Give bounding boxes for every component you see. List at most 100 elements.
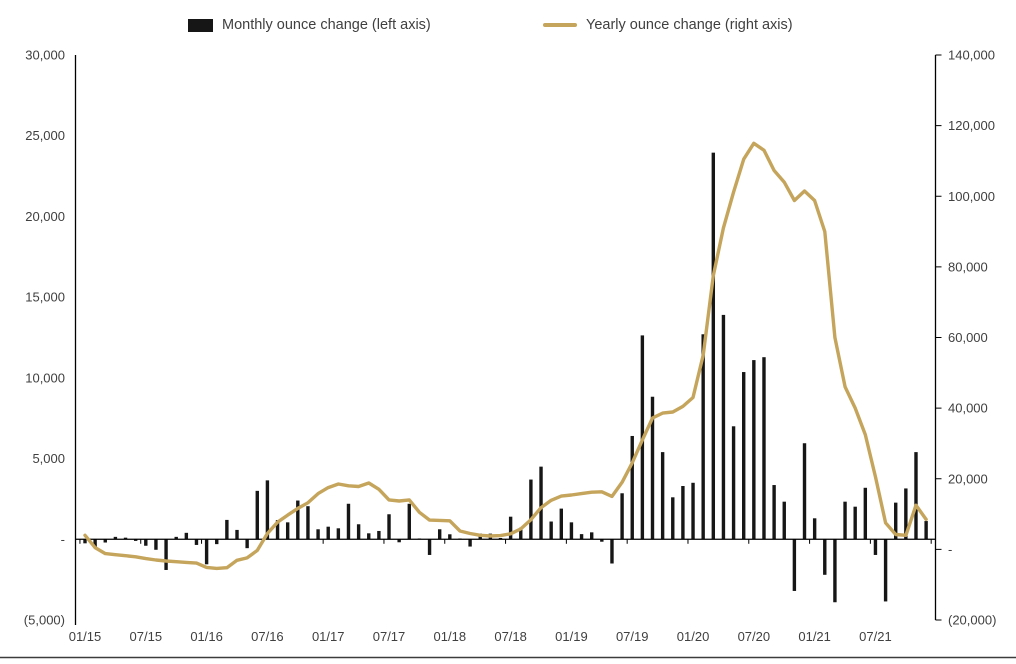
monthly-bar (387, 514, 391, 540)
x-axis-tick-label: 07/20 (738, 629, 771, 644)
monthly-bar (883, 539, 888, 602)
monthly-bar-swatch-icon (188, 18, 213, 32)
left-axis-tick-label: 5,000 (32, 451, 65, 466)
monthly-bar (326, 526, 330, 540)
monthly-bar (103, 539, 107, 543)
monthly-bar (133, 539, 138, 541)
right-axis-tick-label: 100,000 (948, 189, 995, 204)
legend-yearly-label: Yearly ounce change (right axis) (586, 17, 793, 33)
monthly-bar (83, 539, 87, 544)
monthly-bar (245, 539, 249, 549)
monthly-bar (336, 528, 341, 540)
right-axis-tick-label: (20,000) (948, 613, 996, 628)
x-axis-tick-label: 07/21 (859, 629, 892, 644)
monthly-bar (549, 521, 553, 540)
monthly-bar (255, 490, 259, 540)
monthly-bar (681, 486, 685, 540)
monthly-bar (123, 537, 128, 540)
right-axis-tick-label: 80,000 (948, 259, 988, 274)
monthly-bar (275, 520, 280, 540)
monthly-bar (519, 527, 523, 540)
x-axis-tick-label: 07/15 (130, 629, 163, 644)
monthly-bar (863, 487, 868, 540)
monthly-bar (194, 539, 199, 545)
monthly-bar (762, 357, 766, 540)
monthly-bar (711, 152, 716, 540)
monthly-bar (164, 539, 168, 570)
monthly-bar (529, 479, 533, 540)
monthly-bar (427, 539, 432, 555)
monthly-bar (701, 334, 705, 540)
monthly-bar (407, 503, 411, 540)
x-axis-tick-label: 07/16 (251, 629, 284, 644)
monthly-bar (600, 539, 604, 542)
legend-item-yearly: Yearly ounce change (right axis) (543, 14, 793, 36)
monthly-bar (225, 519, 229, 540)
x-axis-tick-label: 01/20 (677, 629, 710, 644)
monthly-bar (853, 506, 857, 540)
monthly-bar (752, 360, 756, 540)
monthly-bar (559, 508, 563, 540)
legend: Monthly ounce change (left axis) Yearly … (0, 14, 1016, 36)
monthly-bar (316, 529, 320, 540)
monthly-bar (812, 518, 817, 540)
right-axis-tick-label: 140,000 (948, 48, 995, 63)
monthly-bar (174, 536, 178, 540)
right-axis-tick-label: 60,000 (948, 330, 988, 345)
x-axis-tick-label: 07/19 (616, 629, 649, 644)
monthly-bar (356, 524, 361, 540)
monthly-bar (184, 532, 189, 540)
left-axis-tick-label: 15,000 (25, 290, 65, 305)
monthly-bar (671, 497, 675, 540)
x-axis-tick-label: 01/19 (555, 629, 588, 644)
monthly-bar (792, 539, 797, 591)
monthly-bar (93, 539, 97, 549)
monthly-bar (306, 506, 310, 540)
x-axis-tick-label: 07/17 (373, 629, 406, 644)
monthly-bar (802, 443, 807, 540)
monthly-bar (833, 539, 837, 603)
monthly-bar (296, 500, 300, 540)
monthly-bar (650, 396, 655, 540)
monthly-bar (660, 452, 665, 540)
monthly-bar (731, 426, 736, 540)
monthly-bar (873, 539, 878, 555)
left-axis-tick-label: 10,000 (25, 370, 65, 385)
monthly-bar (914, 452, 918, 540)
monthly-bar (691, 482, 695, 540)
right-axis-tick-label: 20,000 (948, 471, 988, 486)
monthly-bar (448, 534, 452, 540)
x-axis-tick-label: 01/21 (798, 629, 831, 644)
monthly-bar (904, 488, 908, 540)
x-axis-tick-label: 01/17 (312, 629, 345, 644)
legend-monthly-label: Monthly ounce change (left axis) (222, 17, 431, 33)
monthly-bar (579, 534, 584, 540)
monthly-bar (569, 522, 574, 540)
left-axis-tick-label: 25,000 (25, 128, 65, 143)
monthly-bar (590, 532, 594, 540)
monthly-bar (924, 521, 928, 540)
x-axis-tick-label: 07/18 (494, 629, 527, 644)
monthly-bar (498, 537, 503, 540)
monthly-bar (468, 539, 472, 547)
monthly-bar (539, 466, 543, 540)
monthly-bar (742, 372, 746, 540)
left-axis-tick-label: 30,000 (25, 48, 65, 63)
left-axis-tick-label: 20,000 (25, 209, 65, 224)
monthly-bar (377, 530, 381, 540)
monthly-bar (721, 314, 726, 540)
monthly-bar (367, 533, 371, 540)
yearly-line-swatch-icon (543, 23, 577, 27)
left-axis-tick-label: - (61, 532, 65, 547)
monthly-bar (437, 529, 442, 540)
x-axis-tick-label: 01/18 (434, 629, 467, 644)
monthly-bar (843, 501, 847, 540)
monthly-bar (620, 493, 624, 540)
monthly-bar (144, 539, 148, 546)
left-axis-tick-label: (5,000) (24, 613, 65, 628)
right-axis-tick-label: - (948, 542, 952, 557)
yearly-line-path (83, 141, 928, 571)
right-axis-tick-label: 40,000 (948, 401, 988, 416)
